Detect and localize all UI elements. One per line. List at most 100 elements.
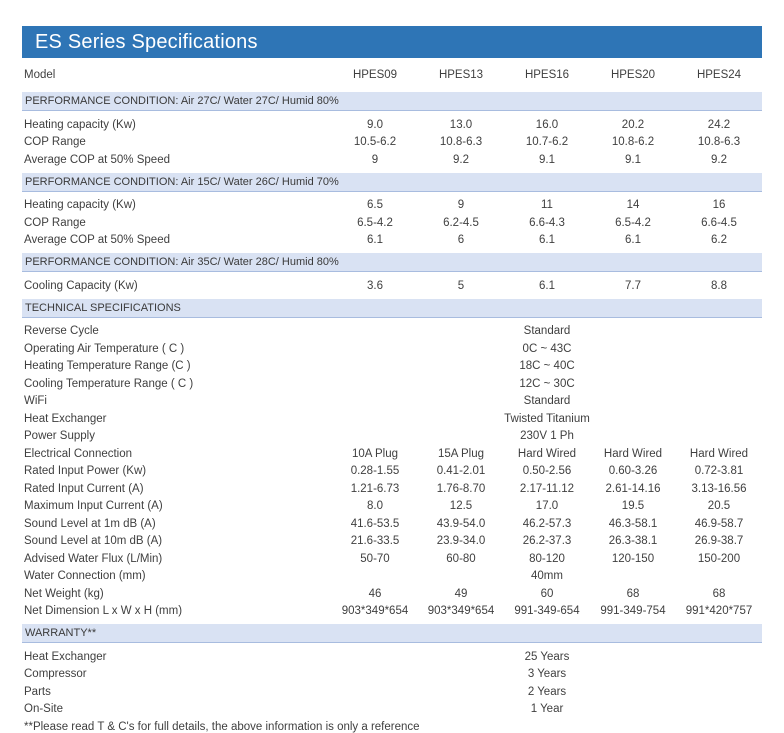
- row-label: Compressor: [24, 668, 87, 681]
- spec-row: Heat Exchanger 25 Years: [22, 648, 762, 666]
- row-label: COP Range: [24, 136, 86, 149]
- spec-value: 6.6-4.3: [529, 216, 565, 229]
- spec-value: 16.0: [535, 118, 559, 131]
- spec-value: 10.8-6.3: [697, 136, 741, 149]
- spec-value: 9.2: [711, 153, 727, 166]
- spec-value: 0.60-3.26: [608, 465, 658, 478]
- spec-value: 17.0: [535, 500, 559, 513]
- row-label: Maximum Input Current (A): [24, 500, 163, 513]
- spec-value: 9.1: [625, 153, 641, 166]
- section-band-cell: PERFORMANCE CONDITION: Air 27C/ Water 27…: [22, 88, 762, 116]
- spec-value: 10.7-6.2: [525, 136, 569, 149]
- spec-value: 903*349*654: [341, 605, 409, 618]
- spec-value-span: Twisted Titanium: [504, 412, 590, 425]
- spec-value: 6.1: [539, 234, 555, 247]
- spec-value-span: 230V 1 Ph: [520, 430, 574, 443]
- spec-row: Rated Input Current (A) 1.21-6.73 1.76-8.7…: [22, 480, 762, 498]
- spec-row: Average COP at 50% Speed 9 9.2 9.1 9.1 9.2: [22, 151, 762, 169]
- spec-value-span: 40mm: [531, 570, 563, 583]
- row-label: Electrical Connection: [24, 447, 133, 460]
- column-header: HPES13: [438, 69, 484, 81]
- spec-value: 68: [712, 587, 726, 600]
- spec-row: Sound Level at 1m dB (A) 41.6-53.5 43.9-54…: [22, 515, 762, 533]
- spec-value: 26.3-38.1: [608, 535, 658, 548]
- spec-row: Power Supply 230V 1 Ph: [22, 428, 762, 446]
- row-label: Heat Exchanger: [24, 412, 107, 425]
- row-label: Sound Level at 1m dB (A): [24, 517, 156, 530]
- spec-row: On-Site 1 Year: [22, 701, 762, 719]
- spec-value: Hard Wired: [603, 447, 663, 460]
- spec-value: 6.1: [625, 234, 641, 247]
- spec-value: 60: [540, 587, 554, 600]
- row-label: WiFi: [24, 395, 47, 408]
- spec-value: 26.2-37.3: [522, 535, 572, 548]
- spec-value: 20.5: [707, 500, 731, 513]
- spec-value-span: 2 Years: [527, 685, 567, 698]
- spec-row: COP Range 10.5-6.2 10.8-6.3 10.7-6.2 10.8-6.…: [22, 134, 762, 152]
- row-label: Average COP at 50% Speed: [24, 234, 170, 247]
- row-label: Water Connection (mm): [24, 570, 146, 583]
- spec-row: Maximum Input Current (A) 8.0 12.5 17.0 19.5…: [22, 498, 762, 516]
- spec-sheet: ES Series Specifications Model HPES09 HPES…: [22, 26, 762, 733]
- row-label: Parts: [24, 685, 51, 698]
- spec-row: Cooling Capacity (Kw) 3.6 5 6.1 7.7 8.8: [22, 277, 762, 295]
- spec-value: 3.6: [367, 279, 383, 292]
- spec-value: 3.13-16.56: [691, 482, 747, 495]
- section-header: PERFORMANCE CONDITION: Air 15C/ Water 26…: [22, 172, 762, 192]
- spec-row: Electrical Connection 10A Plug 15A Plug Har…: [22, 445, 762, 463]
- spec-value: 26.9-38.7: [694, 535, 744, 548]
- spec-value: 6.1: [367, 234, 383, 247]
- spec-value: 9: [371, 153, 379, 166]
- spec-row: Sound Level at 10m dB (A) 21.6-33.5 23.9-3…: [22, 533, 762, 551]
- spec-value-span: 18C ~ 40C: [519, 360, 575, 373]
- spec-value: 24.2: [707, 118, 731, 131]
- spec-value-span: 3 Years: [527, 668, 567, 681]
- spec-row: Net Weight (kg) 46 49 60 68 68: [22, 585, 762, 603]
- spec-value: 2.17-11.12: [519, 482, 575, 495]
- spec-value: 12.5: [449, 500, 473, 513]
- row-label: Power Supply: [24, 430, 95, 443]
- spec-value-span: Standard: [523, 395, 571, 408]
- spec-row: Heating capacity (Kw) 9.0 13.0 16.0 20.2 24.2: [22, 116, 762, 134]
- spec-value: 6.5: [367, 199, 383, 212]
- row-label: Operating Air Temperature ( C ): [24, 342, 185, 355]
- spec-value: 20.2: [621, 118, 645, 131]
- spec-row: COP Range 6.5-4.2 6.2-4.5 6.6-4.3 6.5-4.2 6.6…: [22, 214, 762, 232]
- spec-value: 1.21-6.73: [350, 482, 400, 495]
- spec-value: 68: [626, 587, 640, 600]
- spec-value: 991-349-754: [600, 605, 666, 618]
- spec-row: Cooling Temperature Range ( C ) 12C ~ 30C: [22, 375, 762, 393]
- row-label: Net Weight (kg): [24, 587, 104, 600]
- section-band-cell: TECHNICAL SPECIFICATIONS: [22, 295, 762, 323]
- section-band-row: PERFORMANCE CONDITION: Air 15C/ Water 26…: [22, 169, 762, 197]
- model-header-row: Model HPES09 HPES13 HPES16 HPES20 HPES24: [22, 62, 762, 88]
- spec-value: 6.5-4.2: [357, 216, 393, 229]
- spec-value: 10.8-6.2: [611, 136, 655, 149]
- spec-value: 10.5-6.2: [353, 136, 397, 149]
- spec-value: 46.9-58.7: [694, 517, 744, 530]
- spec-value: 9.1: [539, 153, 555, 166]
- spec-value: Hard Wired: [517, 447, 577, 460]
- spec-value: 120-150: [611, 552, 655, 565]
- spec-row: Water Connection (mm) 40mm: [22, 568, 762, 586]
- spec-value: 0.72-3.81: [694, 465, 744, 478]
- spec-value: 14: [626, 199, 640, 212]
- row-label: Heating Temperature Range (C ): [24, 360, 191, 373]
- column-header: HPES09: [352, 69, 398, 81]
- row-label: Reverse Cycle: [24, 325, 99, 338]
- spec-value-span: 25 Years: [524, 650, 570, 663]
- row-label: Heating capacity (Kw): [24, 199, 136, 212]
- spec-value: 49: [454, 587, 468, 600]
- spec-value: 9.0: [367, 118, 383, 131]
- row-label: Average COP at 50% Speed: [24, 153, 170, 166]
- spec-value: 991-349-654: [514, 605, 580, 618]
- row-label: Heating capacity (Kw): [24, 118, 136, 131]
- spec-value: 6.1: [539, 279, 555, 292]
- spec-value: Hard Wired: [689, 447, 749, 460]
- section-header: WARRANTY**: [22, 624, 762, 643]
- footnote: **Please read T & C's for full details, …: [24, 721, 420, 733]
- spec-value: 6.6-4.5: [701, 216, 737, 229]
- spec-value: 46.3-58.1: [608, 517, 658, 530]
- spec-value: 46.2-57.3: [522, 517, 572, 530]
- section-band-row: WARRANTY**: [22, 620, 762, 648]
